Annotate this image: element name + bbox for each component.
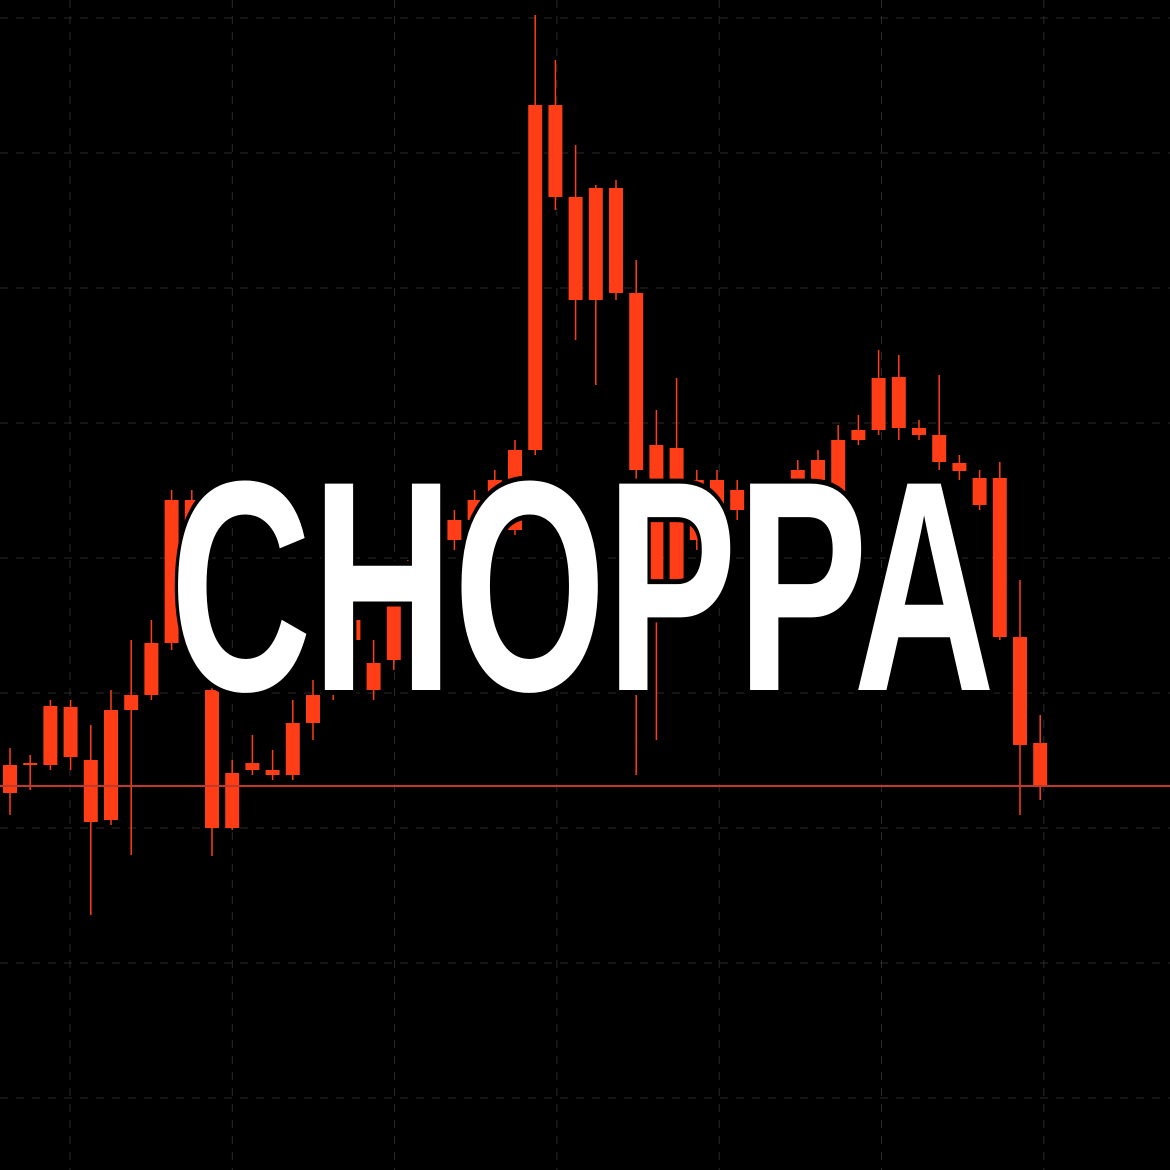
candle-body	[730, 490, 745, 510]
candle-body	[932, 435, 947, 462]
candle-body	[629, 293, 644, 470]
candle-body	[750, 495, 765, 505]
candle-body	[710, 480, 724, 520]
candle-body	[770, 490, 785, 500]
candle-body	[447, 520, 462, 540]
candle-body	[508, 450, 522, 530]
candle-body	[184, 500, 199, 560]
candle-body	[386, 600, 401, 660]
candle-body	[689, 480, 704, 540]
candle-body	[407, 560, 421, 600]
candle-body	[972, 478, 987, 505]
candle-body	[144, 643, 159, 695]
candle-body	[790, 470, 805, 490]
candle-body	[669, 448, 684, 580]
candle-body	[588, 188, 603, 300]
candle-body	[467, 500, 482, 520]
candle-body	[568, 197, 583, 300]
candle-body	[3, 765, 17, 793]
candle-body	[245, 763, 260, 770]
candle-body	[487, 480, 502, 500]
candle-body	[265, 770, 280, 775]
candle-body	[871, 378, 886, 430]
candles	[0, 15, 1170, 915]
candle-body	[528, 105, 543, 450]
candle-body	[952, 463, 967, 471]
candle-body	[891, 377, 906, 428]
chart-title: CHOPPA	[170, 418, 995, 754]
candle-body	[649, 445, 664, 580]
candle-body	[63, 707, 78, 757]
candle-body	[23, 763, 38, 765]
candle-body	[326, 640, 341, 695]
candle-body	[225, 773, 240, 828]
candle-body	[43, 706, 58, 765]
candle-body	[992, 478, 1007, 637]
candle-body	[609, 188, 623, 293]
candle-body	[306, 695, 320, 723]
candle-body	[1033, 743, 1048, 787]
candle-body	[104, 710, 118, 820]
candle-body	[548, 105, 563, 197]
candle-body	[124, 695, 139, 710]
candle-body	[346, 620, 361, 640]
candle-body	[427, 540, 442, 560]
candle-body	[811, 460, 825, 480]
candle-body	[912, 428, 926, 435]
candle-body	[366, 663, 381, 690]
candle-body	[205, 690, 219, 828]
candle-body	[851, 430, 866, 440]
candle-body	[164, 500, 179, 643]
candle-body	[285, 723, 300, 775]
candle-body	[83, 760, 98, 822]
candle-body	[831, 440, 846, 500]
candle-body	[1013, 637, 1027, 745]
